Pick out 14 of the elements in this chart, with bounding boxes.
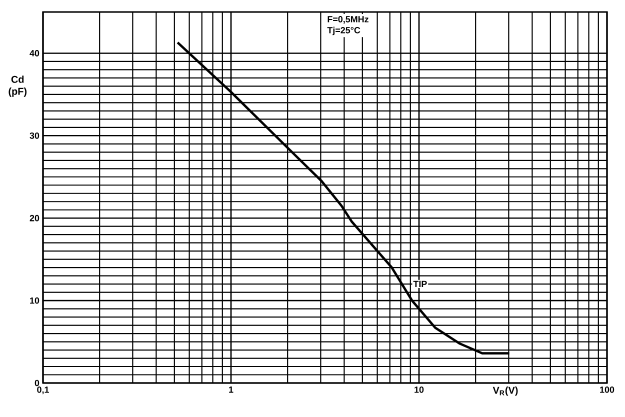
y-tick-label: 0 (34, 380, 40, 386)
annotation: F=0,5MHz (328, 16, 368, 24)
x-tick-label: 0,1 (37, 386, 49, 394)
x-axis-title: V$_{R}$(V) (492, 386, 518, 396)
y-tick-label: 30 (30, 132, 40, 139)
series-label: TIP (413, 280, 427, 287)
y-tick-label: 40 (30, 50, 40, 56)
annotation: Tj=25°C (327, 26, 360, 36)
x-tick-label: 100 (600, 386, 614, 393)
y-axis-title: Cd (pF) (8, 76, 27, 97)
y-tick-label: 20 (30, 214, 40, 222)
x-tick-label: 10 (414, 386, 424, 393)
x-tick-label: 1 (229, 386, 234, 393)
y-tick-label: 10 (30, 297, 40, 304)
